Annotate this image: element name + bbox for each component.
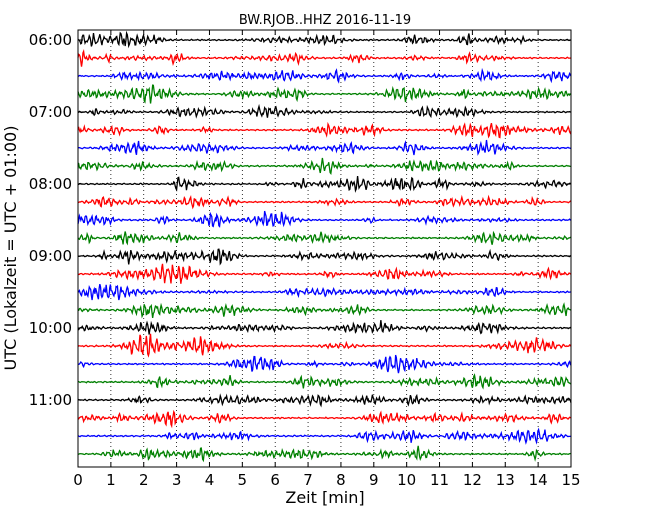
trace-0645 bbox=[77, 84, 572, 104]
trace-0730 bbox=[77, 139, 572, 156]
x-tick-label: 11 bbox=[430, 471, 449, 489]
x-tick-label: 5 bbox=[238, 471, 248, 489]
trace-0945 bbox=[77, 302, 572, 319]
plot-frame bbox=[77, 29, 572, 468]
x-tick-label: 0 bbox=[73, 471, 83, 489]
grid-lines bbox=[110, 30, 539, 467]
trace-0630 bbox=[77, 67, 572, 84]
trace-0745 bbox=[77, 157, 572, 175]
trace-0900 bbox=[77, 248, 572, 266]
trace-0615 bbox=[77, 48, 572, 67]
trace-1045 bbox=[77, 373, 572, 390]
x-tick-label: 4 bbox=[205, 471, 215, 489]
x-tick-label: 1 bbox=[106, 471, 116, 489]
y-tick-label: 09:00 bbox=[29, 247, 72, 265]
x-tick-label: 12 bbox=[463, 471, 482, 489]
trace-1015 bbox=[77, 333, 572, 358]
x-tick-label: 15 bbox=[561, 471, 580, 489]
trace-0700 bbox=[77, 103, 572, 119]
x-tick-label: 3 bbox=[172, 471, 182, 489]
x-axis-label: Zeit [min] bbox=[285, 488, 364, 507]
x-tick-label: 9 bbox=[369, 471, 379, 489]
x-tick-label: 10 bbox=[397, 471, 416, 489]
y-tick-label: 06:00 bbox=[29, 31, 72, 49]
trace-0830 bbox=[77, 210, 572, 228]
trace-0815 bbox=[77, 194, 572, 210]
trace-1115 bbox=[77, 409, 572, 429]
trace-1030 bbox=[77, 354, 572, 374]
x-tick-label: 6 bbox=[270, 471, 280, 489]
x-tick-label: 8 bbox=[336, 471, 346, 489]
chart-title: BW.RJOB..HHZ 2016-11-19 bbox=[239, 13, 411, 28]
trace-1000 bbox=[77, 320, 572, 335]
y-axis-ticks: 06:00 07:00 08:00 09:00 10:00 11:00 bbox=[29, 31, 571, 409]
x-tick-label: 14 bbox=[529, 471, 548, 489]
trace-0915 bbox=[77, 263, 572, 284]
trace-0715 bbox=[77, 121, 572, 139]
trace-0600 bbox=[77, 30, 572, 49]
traces bbox=[77, 30, 572, 463]
y-tick-label: 08:00 bbox=[29, 175, 72, 193]
y-axis-label: UTC (Lokalzeit = UTC + 01:00) bbox=[1, 126, 20, 371]
trace-1145 bbox=[77, 445, 572, 463]
x-tick-label: 13 bbox=[496, 471, 515, 489]
trace-0800 bbox=[77, 176, 572, 193]
y-tick-label: 11:00 bbox=[29, 391, 72, 409]
trace-0930 bbox=[77, 283, 572, 301]
y-tick-label: 10:00 bbox=[29, 319, 72, 337]
trace-0845 bbox=[77, 230, 572, 246]
x-axis-ticks: 0 1 2 3 4 5 6 7 8 9 10 11 12 13 14 15 bbox=[73, 30, 581, 489]
x-tick-label: 2 bbox=[139, 471, 149, 489]
trace-1130 bbox=[77, 427, 572, 445]
trace-1100 bbox=[77, 393, 572, 408]
x-tick-label: 7 bbox=[303, 471, 313, 489]
y-tick-label: 07:00 bbox=[29, 103, 72, 121]
